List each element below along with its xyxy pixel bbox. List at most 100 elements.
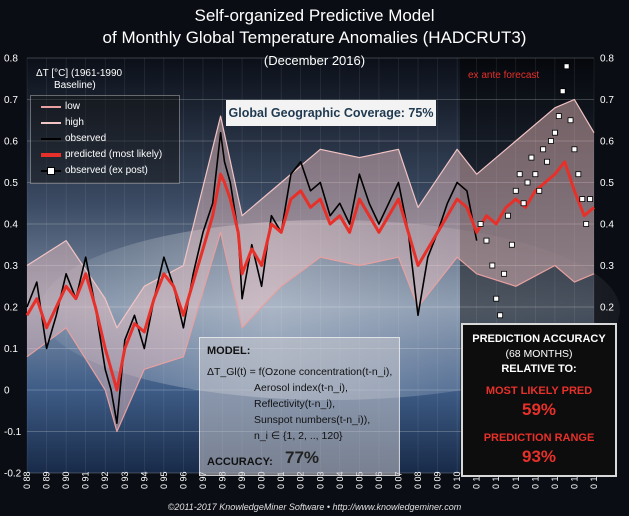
legend-label-observed: observed	[65, 133, 107, 144]
x-tick-label: 0 14	[530, 471, 540, 489]
x-tick-label: 0 11	[472, 472, 482, 489]
x-tick-label: 0 08	[413, 471, 423, 489]
prediction-range-label: PREDICTION RANGE	[483, 432, 595, 444]
y-tick-label-left: 0.5	[4, 178, 18, 189]
x-tick-label: 0 17	[589, 471, 599, 489]
copyright-footer: ©2011-2017 KnowledgeMiner Software • htt…	[167, 502, 462, 512]
x-tick-label: 0 98	[218, 471, 228, 489]
ex-post-point	[551, 129, 558, 136]
y-axis-label-line2: Baseline)	[54, 80, 96, 91]
model-accuracy-label: ACCURACY:	[207, 456, 273, 468]
legend-label-expost: observed (ex post)	[65, 165, 148, 176]
x-tick-label: 0 91	[81, 471, 91, 489]
x-tick-label: 0 97	[198, 471, 208, 489]
legend-swatch-low	[41, 105, 61, 108]
x-tick-label: 0 99	[237, 471, 247, 489]
x-tick-label: 0 96	[178, 471, 188, 489]
model-box: MODEL: ΔT_Gl(t) = f(Ozone concentration(…	[199, 337, 400, 476]
x-tick-label: 0 03	[315, 471, 325, 489]
prediction-accuracy-title: PREDICTION ACCURACY	[472, 333, 606, 345]
x-tick-label: 0 02	[296, 471, 306, 489]
model-line-4: Sunspot numbers(t-n_i)),	[254, 414, 371, 426]
y-tick-label-right: 0.6	[600, 137, 614, 148]
ex-post-point	[483, 237, 490, 244]
prediction-accuracy-months: (68 MONTHS)	[505, 348, 573, 360]
chart-title-date: (December 2016)	[263, 53, 366, 68]
legend-label-high: high	[65, 117, 84, 128]
series-low-line	[26, 231, 595, 433]
most-likely-label: MOST LIKELY PRED	[485, 385, 593, 397]
y-tick-label-left: 0.8	[4, 54, 18, 65]
legend-item-observed: observed	[41, 133, 106, 144]
x-tick-label: 0 12	[491, 471, 501, 489]
y-tick-label-right: 0.5	[600, 178, 614, 189]
model-accuracy-value: 77%	[285, 448, 320, 467]
ex-post-point	[493, 295, 500, 302]
y-tick-label-left: 0	[4, 386, 10, 397]
ex-post-points	[477, 63, 593, 319]
ex-post-point	[571, 146, 578, 153]
legend-item-low: low	[41, 101, 80, 112]
prediction-range-area	[27, 99, 594, 432]
ex-post-point	[497, 312, 504, 319]
x-tick-label: 0 05	[354, 471, 364, 489]
ex-post-point	[528, 154, 535, 161]
y-tick-label-right: 0.3	[600, 261, 614, 272]
x-tick-label: 0 93	[120, 471, 130, 489]
ex-post-point	[489, 262, 496, 269]
series-predicted-line	[25, 160, 595, 392]
x-tick-label: 0 00	[257, 471, 267, 489]
legend-swatch-expost	[41, 166, 61, 175]
y-tick-label-left: 0.1	[4, 344, 18, 355]
x-tick-label: 0 16	[569, 471, 579, 489]
y-tick-label-right: 0.8	[600, 54, 614, 65]
x-tick-label: 0 10	[452, 471, 462, 489]
series-lines	[25, 98, 595, 433]
y-tick-label-right: 0.2	[600, 303, 614, 314]
legend-square-marker-icon	[47, 166, 55, 175]
x-tick-label: 0 13	[511, 471, 521, 489]
chart-title-line1: Self-organized Predictive Model	[194, 6, 435, 25]
ex-post-point	[544, 158, 550, 165]
legend-item-expost: observed (ex post)	[41, 165, 148, 176]
ex-post-point	[512, 187, 519, 194]
legend-swatch-observed	[41, 137, 61, 140]
y-tick-label-left: -0.2	[4, 469, 22, 480]
y-tick-label-left: 0.4	[4, 220, 18, 231]
y-tick-label-left: -0.1	[4, 427, 22, 438]
legend-label-predicted: predicted (most likely)	[65, 149, 163, 160]
ex-post-point	[587, 196, 593, 203]
model-line-2: Aerosol index(t-n_i),	[254, 382, 348, 394]
y-tick-label-right: 0.4	[600, 220, 614, 231]
legend-swatch-high	[41, 121, 61, 124]
y-axis-label-line1: ΔT [°C] (1961-1990	[36, 68, 123, 79]
ex-post-point	[548, 138, 554, 144]
legend-item-predicted: predicted (most likely)	[41, 149, 162, 160]
y-axis-left-ticks: -0.2 -0.1 0 0.1 0.2 0.3 0.4 0.5 0.6 0.7 0.8	[4, 54, 22, 480]
x-axis-ticks: 0 88 0 89 0 90 0 91 0 92 0 93 0 94 0 95 0 96 0 97…	[22, 471, 599, 489]
x-tick-label: 0 88	[22, 471, 32, 489]
ex-post-point	[555, 113, 562, 119]
x-tick-label: 0 01	[276, 471, 286, 489]
y-axis-label: ΔT [°C] (1961-1990 Baseline)	[36, 68, 122, 92]
forecast-label: ex ante forecast	[468, 70, 540, 81]
ex-post-point	[516, 171, 523, 178]
ex-post-point	[563, 63, 570, 70]
x-tick-label: 0 92	[100, 471, 110, 489]
y-tick-label-left: 0.2	[4, 303, 18, 314]
series-high-line	[26, 98, 595, 329]
ex-post-point	[579, 196, 586, 203]
x-tick-label: 0 15	[550, 471, 560, 489]
x-tick-label: 0 07	[393, 471, 403, 489]
ex-post-point	[532, 171, 539, 178]
ex-post-point	[477, 221, 484, 227]
model-line-5: n_i ∈ {1, 2, .., 120}	[254, 430, 343, 442]
coverage-badge: Global Geographic Coverage: 75%	[226, 100, 436, 126]
x-tick-label: 0 04	[335, 471, 345, 489]
ex-post-point	[536, 187, 543, 194]
prediction-range-band	[27, 99, 594, 432]
legend-item-high: high	[41, 117, 84, 128]
legend-swatch-predicted	[41, 152, 61, 157]
x-tick-label: 0 95	[159, 471, 169, 489]
ex-post-point	[524, 179, 531, 186]
